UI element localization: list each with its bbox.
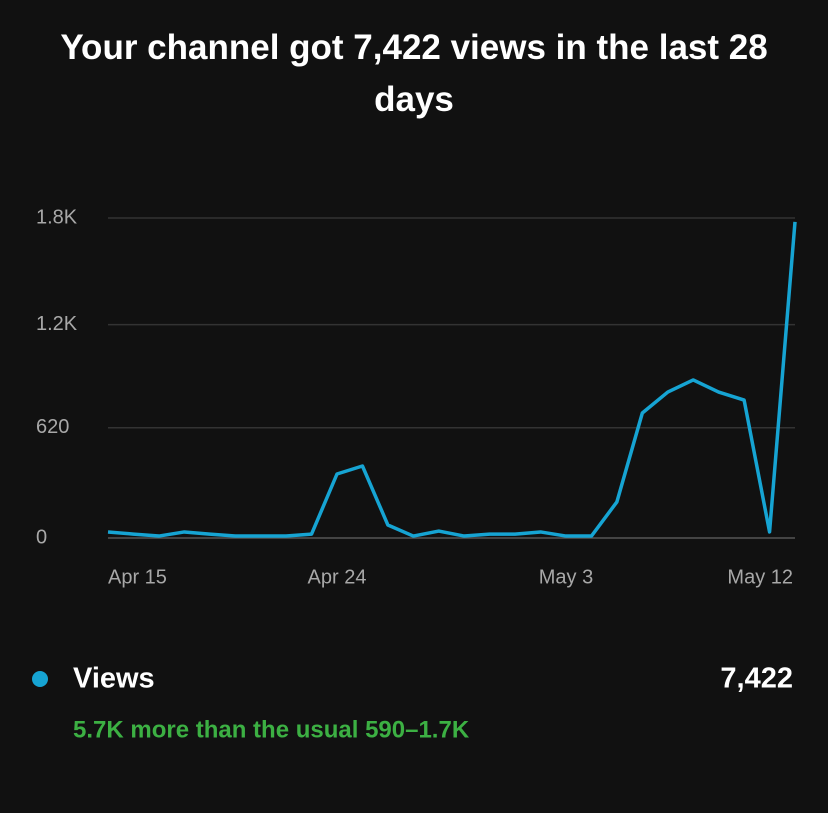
x-tick-label: Apr 15 — [108, 566, 167, 588]
y-tick-label: 1.8K — [36, 206, 78, 228]
legend-dot — [32, 671, 48, 687]
series-line — [107, 221, 797, 538]
y-tick-label: 0 — [36, 526, 47, 548]
x-tick-label: May 12 — [727, 566, 793, 588]
y-tick-label: 620 — [36, 416, 69, 438]
x-tick-label: May 3 — [539, 566, 593, 588]
y-tick-label: 1.2K — [36, 313, 78, 335]
legend-total: 7,422 — [720, 663, 793, 695]
legend-label: Views — [73, 663, 155, 695]
chart-title: Your channel got 7,422 views in the last… — [60, 28, 768, 119]
comparison-note: 5.7K more than the usual 590–1.7K — [73, 716, 470, 743]
x-tick-label: Apr 24 — [308, 566, 367, 588]
